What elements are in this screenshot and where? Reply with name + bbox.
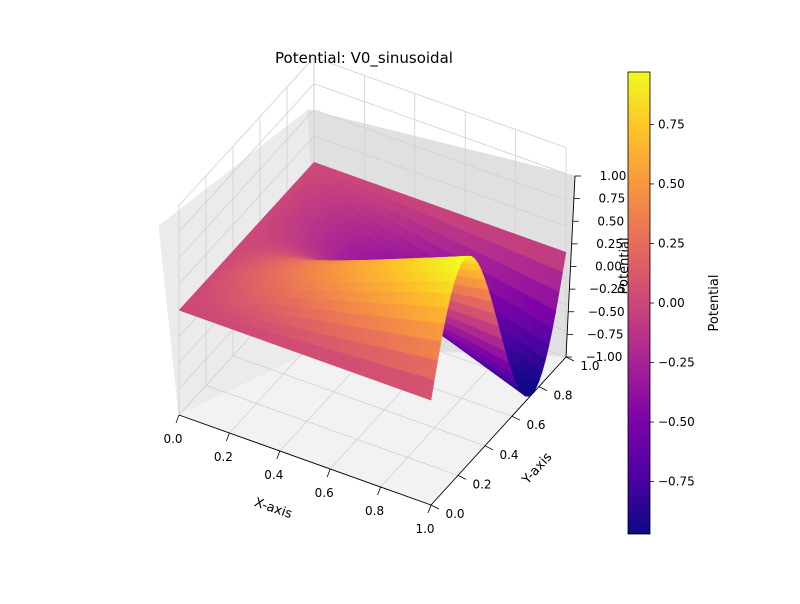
x-axis-label: X-axis xyxy=(252,495,294,522)
z-tick-label: −0.50 xyxy=(588,305,625,319)
colorbar-tick-label: −0.75 xyxy=(658,475,695,489)
x-tick-mark xyxy=(176,415,179,423)
y-tick-label: 0.4 xyxy=(499,448,518,462)
colorbar-gradient xyxy=(628,72,650,534)
y-tick-mark xyxy=(566,357,574,361)
colorbar-tick-label: 0.50 xyxy=(658,177,685,191)
colorbar: −0.75 −0.50 −0.25 0.00 0.25 0.50 0.75 Potentia… xyxy=(628,72,722,534)
x-tick-mark xyxy=(327,469,330,477)
z-tick-label: −1.00 xyxy=(586,350,623,364)
x-tick-label: 0.2 xyxy=(214,450,233,464)
z-tick-label: 1.00 xyxy=(600,169,627,183)
z-tick-label: −0.75 xyxy=(587,327,624,341)
y-tick-mark xyxy=(485,446,493,450)
y-tick-label: 0.2 xyxy=(472,477,491,491)
colorbar-tick-label: 0.25 xyxy=(658,236,685,250)
x-tick-label: 0.6 xyxy=(315,486,334,500)
y-tick-label: 0.6 xyxy=(526,418,545,432)
y-tick-label: 0.8 xyxy=(553,389,572,403)
x-tick-mark xyxy=(277,451,280,459)
x-tick-label: 0.4 xyxy=(264,468,283,482)
colorbar-tick-label: 0.75 xyxy=(658,117,685,131)
colorbar-tick-label: 0.00 xyxy=(658,296,685,310)
colorbar-tick-label: −0.50 xyxy=(658,415,695,429)
y-axis-label: Y-axis xyxy=(519,450,556,489)
x-tick-label: 0.0 xyxy=(163,432,182,446)
z-tick-label: 0.75 xyxy=(599,192,626,206)
x-tick-label: 0.8 xyxy=(365,504,384,518)
y-tick-label: 0.0 xyxy=(445,507,464,521)
z-tick-label: 0.50 xyxy=(597,214,624,228)
y-tick-mark xyxy=(539,387,547,391)
y-tick-mark xyxy=(458,475,466,479)
chart-title: Potential: V0_sinusoidal xyxy=(275,49,453,68)
colorbar-tick-label: −0.25 xyxy=(658,356,695,370)
y-tick-mark xyxy=(512,416,520,420)
x-tick-mark xyxy=(428,505,431,513)
y-tick-mark xyxy=(431,505,439,509)
x-tick-label: 1.0 xyxy=(415,522,434,536)
colorbar-label: Potential xyxy=(707,275,722,332)
x-tick-mark xyxy=(378,487,381,495)
x-tick-mark xyxy=(226,433,229,441)
colorbar-ticks: −0.75 −0.50 −0.25 0.00 0.25 0.50 0.75 xyxy=(650,117,695,488)
